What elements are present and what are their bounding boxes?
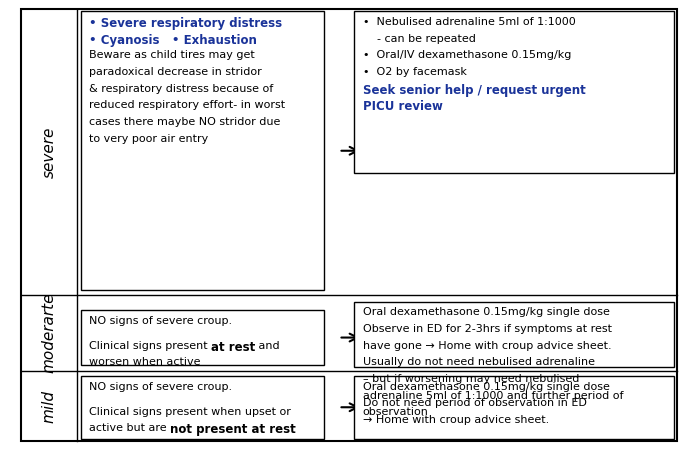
Text: Clinical signs present: Clinical signs present — [89, 341, 211, 351]
Text: adrenaline 5ml of 1:1000 and further period of: adrenaline 5ml of 1:1000 and further per… — [363, 391, 623, 401]
Text: •  Nebulised adrenaline 5ml of 1:1000: • Nebulised adrenaline 5ml of 1:1000 — [363, 17, 575, 27]
Text: severe: severe — [42, 126, 57, 178]
Text: cases there maybe NO stridor due: cases there maybe NO stridor due — [89, 117, 280, 127]
Text: Oral dexamethasone 0.15mg/kg single dose: Oral dexamethasone 0.15mg/kg single dose — [363, 382, 609, 392]
Text: • Severe respiratory distress: • Severe respiratory distress — [89, 17, 282, 30]
Text: & respiratory distress because of: & respiratory distress because of — [89, 84, 273, 94]
Text: Seek senior help / request urgent: Seek senior help / request urgent — [363, 84, 586, 97]
Text: observation: observation — [363, 407, 428, 417]
Text: PICU review: PICU review — [363, 100, 443, 113]
Text: Usually do not need nebulised adrenaline: Usually do not need nebulised adrenaline — [363, 357, 594, 367]
Text: paradoxical decrease in stridor: paradoxical decrease in stridor — [89, 67, 262, 77]
Text: and: and — [255, 341, 280, 351]
Text: have gone → Home with croup advice sheet.: have gone → Home with croup advice sheet… — [363, 341, 611, 351]
Text: •  O2 by facemask: • O2 by facemask — [363, 67, 466, 77]
Text: – but if worsening may need nebulised: – but if worsening may need nebulised — [363, 374, 579, 384]
Text: • Cyanosis   • Exhaustion: • Cyanosis • Exhaustion — [89, 34, 256, 47]
Text: reduced respiratory effort- in worst: reduced respiratory effort- in worst — [89, 100, 285, 110]
Text: active but are: active but are — [89, 423, 170, 433]
Text: to very poor air entry: to very poor air entry — [89, 134, 208, 144]
Text: NO signs of severe croup.: NO signs of severe croup. — [89, 382, 232, 392]
Text: Observe in ED for 2-3hrs if symptoms at rest: Observe in ED for 2-3hrs if symptoms at … — [363, 324, 611, 334]
Text: at rest: at rest — [211, 341, 255, 354]
Text: Clinical signs present when upset or: Clinical signs present when upset or — [89, 407, 291, 417]
Text: - can be repeated: - can be repeated — [363, 34, 475, 44]
Text: worsen when active: worsen when active — [89, 357, 200, 367]
Text: Beware as child tires may get: Beware as child tires may get — [89, 50, 254, 60]
Text: not present at rest: not present at rest — [170, 423, 295, 436]
Text: Oral dexamethasone 0.15mg/kg single dose: Oral dexamethasone 0.15mg/kg single dose — [363, 307, 609, 317]
Text: Do not need period of observation in ED: Do not need period of observation in ED — [363, 398, 586, 408]
Text: moderarte: moderarte — [42, 293, 57, 373]
Text: mild: mild — [42, 390, 57, 423]
Text: → Home with croup advice sheet.: → Home with croup advice sheet. — [363, 415, 549, 425]
Text: NO signs of severe croup.: NO signs of severe croup. — [89, 315, 232, 326]
Text: •  Oral/IV dexamethasone 0.15mg/kg: • Oral/IV dexamethasone 0.15mg/kg — [363, 50, 571, 60]
